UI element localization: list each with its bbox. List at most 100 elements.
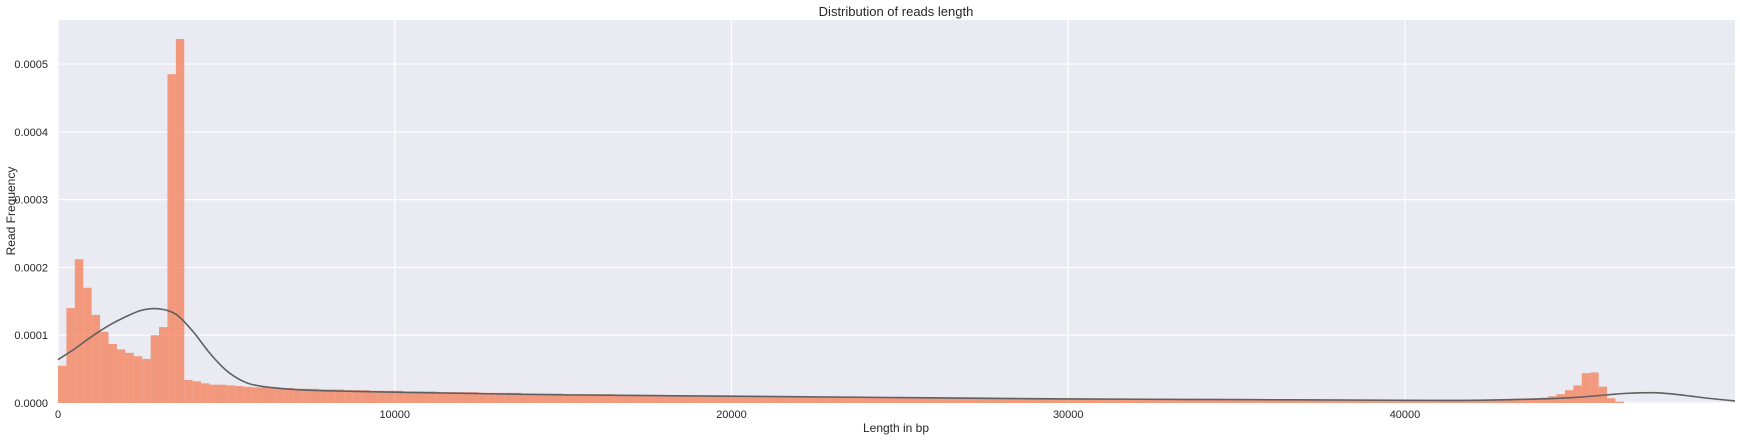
histogram-bar — [411, 391, 421, 403]
histogram-bar — [773, 396, 783, 403]
histogram-bar — [310, 388, 319, 403]
histogram-bar — [916, 397, 926, 403]
histogram-bar — [192, 381, 202, 403]
histogram-bar — [1615, 401, 1624, 403]
histogram-bar — [184, 379, 193, 403]
y-tick-label: 0.0005 — [14, 59, 48, 71]
histogram-bar — [883, 397, 892, 403]
histogram-bar — [739, 396, 749, 403]
histogram-bar — [1219, 399, 1229, 403]
histogram-bar — [1438, 399, 1448, 403]
histogram-bar — [1034, 398, 1043, 403]
histogram-bar — [1160, 399, 1170, 403]
histogram-bar — [1135, 399, 1145, 403]
histogram-bar — [1573, 385, 1582, 403]
histogram-bar — [554, 393, 564, 403]
histogram-bar — [1354, 399, 1363, 403]
histogram-bar — [748, 396, 757, 403]
histogram-bar — [630, 394, 639, 403]
histogram-bar — [1346, 399, 1355, 403]
histogram-bar — [756, 396, 766, 403]
histogram-bar — [1144, 399, 1153, 403]
histogram-bar — [142, 358, 151, 403]
histogram-bar — [807, 396, 816, 403]
histogram-bar — [1059, 398, 1069, 403]
histogram-bar — [361, 390, 370, 403]
histogram-bar — [832, 396, 841, 403]
histogram-bar — [1581, 373, 1591, 403]
histogram-bar — [967, 398, 976, 403]
histogram-bar — [1455, 399, 1464, 403]
histogram-bar — [992, 398, 1001, 403]
histogram-bar — [1463, 399, 1473, 403]
histogram-bar — [647, 394, 656, 403]
histogram-bar — [478, 392, 488, 403]
histogram-bar — [1118, 399, 1128, 403]
histogram-bar — [1320, 399, 1330, 403]
histogram-bar — [83, 287, 92, 403]
histogram-bar — [596, 394, 606, 403]
histogram-bar — [975, 398, 985, 403]
histogram-bar — [1371, 399, 1380, 403]
histogram-bar — [1539, 397, 1549, 403]
histogram-bar — [1110, 398, 1119, 403]
plot-background — [58, 20, 1735, 403]
histogram-bar — [529, 393, 538, 403]
histogram-bars — [58, 38, 1624, 403]
x-axis-title: Length in bp — [863, 421, 929, 435]
histogram-bar — [436, 392, 446, 403]
histogram-bar — [335, 389, 345, 403]
histogram-bar — [1093, 398, 1102, 403]
x-tick-label: 10000 — [379, 409, 410, 421]
histogram-bar — [344, 390, 353, 403]
histogram-bar — [941, 398, 951, 403]
histogram-bar — [1413, 399, 1422, 403]
histogram-bar — [1278, 399, 1288, 403]
histogram-bar — [470, 392, 479, 403]
histogram-bar — [1253, 399, 1262, 403]
histogram-bar — [201, 383, 210, 403]
histogram-bar — [1404, 399, 1414, 403]
histogram-bar — [394, 390, 404, 403]
histogram-bar — [302, 388, 311, 403]
histogram-bar — [1068, 398, 1077, 403]
histogram-bar — [840, 396, 850, 403]
x-tick-label: 30000 — [1053, 409, 1084, 421]
histogram-bar — [352, 390, 362, 403]
histogram-bar — [613, 394, 623, 403]
histogram-bar — [1362, 399, 1372, 403]
x-tick-label: 20000 — [716, 409, 747, 421]
histogram-bar — [1076, 398, 1086, 403]
histogram-bar — [108, 344, 117, 403]
histogram-bar — [1127, 399, 1136, 403]
kde-line — [57, 307, 1736, 402]
histogram-bar — [260, 387, 269, 403]
histogram-bar — [1472, 399, 1481, 403]
histogram-bar — [891, 397, 900, 403]
histogram-bar — [512, 392, 522, 403]
histogram-bar — [327, 389, 336, 403]
histogram-bar — [276, 388, 286, 403]
histogram-bar — [933, 398, 942, 403]
histogram-bar — [217, 384, 227, 403]
histogram-bar — [605, 394, 614, 403]
histogram-bar — [537, 393, 547, 403]
histogram-bar — [1337, 399, 1347, 403]
histogram-bar — [706, 395, 715, 403]
histogram-bar — [958, 398, 968, 403]
histogram-bar — [1009, 398, 1018, 403]
histogram-bar — [689, 395, 698, 403]
histogram-bar — [1261, 399, 1271, 403]
histogram-bar — [588, 394, 597, 403]
histogram-bar — [226, 385, 235, 403]
histogram-bar — [546, 393, 555, 403]
histogram-bar — [1169, 399, 1178, 403]
histogram-bar — [369, 390, 378, 403]
histogram-bar — [74, 259, 84, 403]
histogram-bar — [91, 314, 101, 403]
histogram-bar — [1051, 398, 1060, 403]
histogram-bar — [1042, 398, 1052, 403]
histogram-bar — [445, 392, 454, 403]
histogram-bar — [680, 395, 690, 403]
